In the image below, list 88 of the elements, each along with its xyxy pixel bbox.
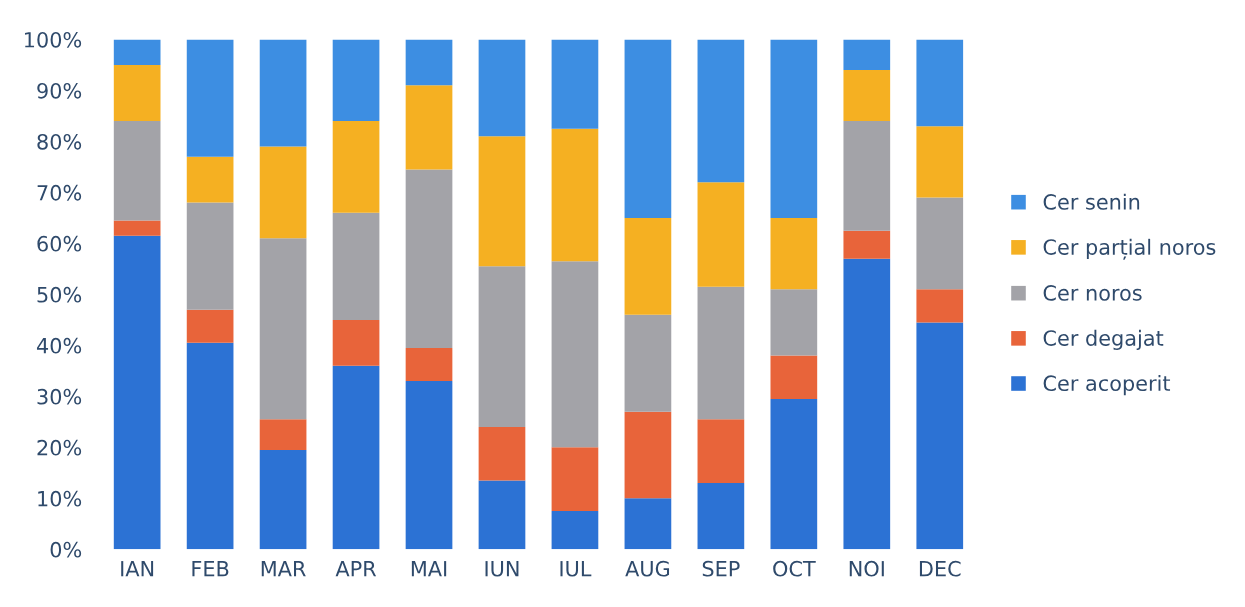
bar — [259, 146, 307, 239]
bar — [113, 39, 161, 65]
bar — [332, 39, 380, 122]
bar — [405, 39, 453, 86]
y-tick-label: 60% — [37, 235, 82, 252]
bar — [697, 483, 745, 550]
legend-label: Cer acoperit — [1043, 374, 1171, 396]
legend-label: Cer noros — [1043, 285, 1142, 301]
bar — [259, 449, 307, 550]
bar — [186, 39, 234, 157]
x-tick-label: SEP — [702, 560, 740, 577]
bar — [551, 511, 599, 550]
bar — [332, 319, 380, 366]
bar — [551, 261, 599, 448]
bar — [113, 235, 161, 550]
x-tick-label: FEB — [192, 561, 229, 577]
bar — [186, 202, 234, 310]
bar — [113, 220, 161, 236]
bar — [405, 169, 453, 348]
y-tick-label: 90% — [37, 82, 82, 99]
bar — [624, 498, 672, 550]
bar — [113, 64, 161, 122]
bar — [478, 39, 526, 137]
bar — [259, 238, 307, 420]
bar — [186, 342, 234, 550]
bar — [332, 212, 380, 320]
bar — [697, 286, 745, 420]
bar — [916, 39, 964, 127]
bar — [405, 347, 453, 382]
bar — [624, 39, 672, 218]
bar — [770, 398, 818, 550]
y-tick-label: 20% — [37, 439, 82, 456]
bar — [770, 39, 818, 218]
legend-label: Cer senin — [1043, 193, 1140, 210]
bar — [916, 197, 964, 290]
bar — [843, 230, 891, 259]
bar — [770, 217, 818, 290]
bar — [405, 381, 453, 550]
bar — [259, 419, 307, 450]
y-tick-label: 80% — [37, 133, 82, 150]
y-tick-label: 10% — [38, 490, 82, 507]
bar — [259, 39, 307, 147]
legend-label: Cer degajat — [1043, 329, 1164, 350]
bar — [186, 309, 234, 343]
x-tick-label: APR — [335, 561, 377, 577]
bar — [843, 258, 891, 550]
x-tick-label: OCT — [773, 560, 816, 577]
bar — [624, 314, 672, 412]
bar — [697, 39, 745, 183]
bar — [697, 182, 745, 287]
y-tick-label: 50% — [37, 286, 82, 303]
y-tick-label: 0% — [50, 541, 82, 558]
bar — [478, 426, 526, 481]
bar — [551, 128, 599, 262]
bar — [843, 39, 891, 71]
bar — [624, 217, 672, 315]
y-tick-label: 40% — [36, 337, 82, 354]
bar — [770, 355, 818, 399]
x-tick-label: MAR — [261, 561, 306, 577]
y-tick-label: 100% — [24, 31, 82, 48]
x-tick-label: DEC — [919, 560, 961, 577]
x-tick-label: NOI — [849, 560, 884, 577]
x-tick-label: AUG — [625, 560, 670, 577]
bar — [186, 156, 234, 203]
x-tick-label: IAN — [121, 561, 154, 577]
bar — [551, 39, 599, 129]
bar — [405, 85, 453, 170]
bar — [770, 289, 818, 356]
bar — [332, 365, 380, 550]
x-tick-label: IUL — [560, 561, 592, 577]
x-tick-label: MAI — [411, 561, 447, 577]
bar — [916, 289, 964, 323]
bar — [916, 322, 964, 550]
bar — [332, 121, 380, 213]
y-tick-label: 30% — [37, 388, 82, 405]
bar — [624, 411, 672, 499]
bar — [551, 447, 599, 512]
bar — [697, 419, 745, 484]
y-tick-label: 70% — [37, 184, 82, 201]
x-tick-label: IUN — [485, 561, 519, 577]
bar — [843, 70, 891, 122]
bar — [916, 126, 964, 198]
legend-label: Cer parțial noros — [1043, 238, 1216, 260]
bar — [478, 480, 526, 550]
bar — [843, 121, 891, 231]
bar — [478, 136, 526, 267]
bar — [113, 121, 161, 221]
bar — [478, 266, 526, 427]
